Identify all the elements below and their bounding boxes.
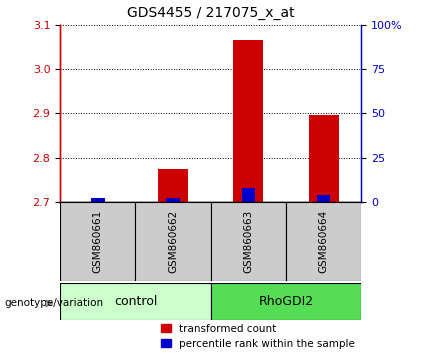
Text: RhoGDI2: RhoGDI2 (258, 295, 313, 308)
Text: GSM860661: GSM860661 (93, 210, 103, 273)
FancyBboxPatch shape (60, 283, 211, 320)
Bar (166, 198, 180, 202)
Text: GSM860662: GSM860662 (168, 210, 178, 273)
Bar (233, 40, 264, 202)
FancyBboxPatch shape (135, 202, 211, 281)
Bar (158, 169, 188, 202)
FancyBboxPatch shape (211, 283, 361, 320)
Bar (317, 195, 330, 202)
FancyBboxPatch shape (60, 202, 135, 281)
Text: genotype/variation: genotype/variation (4, 298, 104, 308)
Legend: transformed count, percentile rank within the sample: transformed count, percentile rank withi… (161, 324, 355, 349)
Text: GSM860663: GSM860663 (243, 210, 253, 273)
Bar (242, 188, 255, 202)
Bar (308, 115, 339, 202)
FancyBboxPatch shape (211, 202, 286, 281)
Text: GSM860664: GSM860664 (319, 210, 329, 273)
Title: GDS4455 / 217075_x_at: GDS4455 / 217075_x_at (127, 6, 295, 19)
Text: control: control (114, 295, 157, 308)
FancyBboxPatch shape (286, 202, 361, 281)
Bar (91, 198, 104, 202)
